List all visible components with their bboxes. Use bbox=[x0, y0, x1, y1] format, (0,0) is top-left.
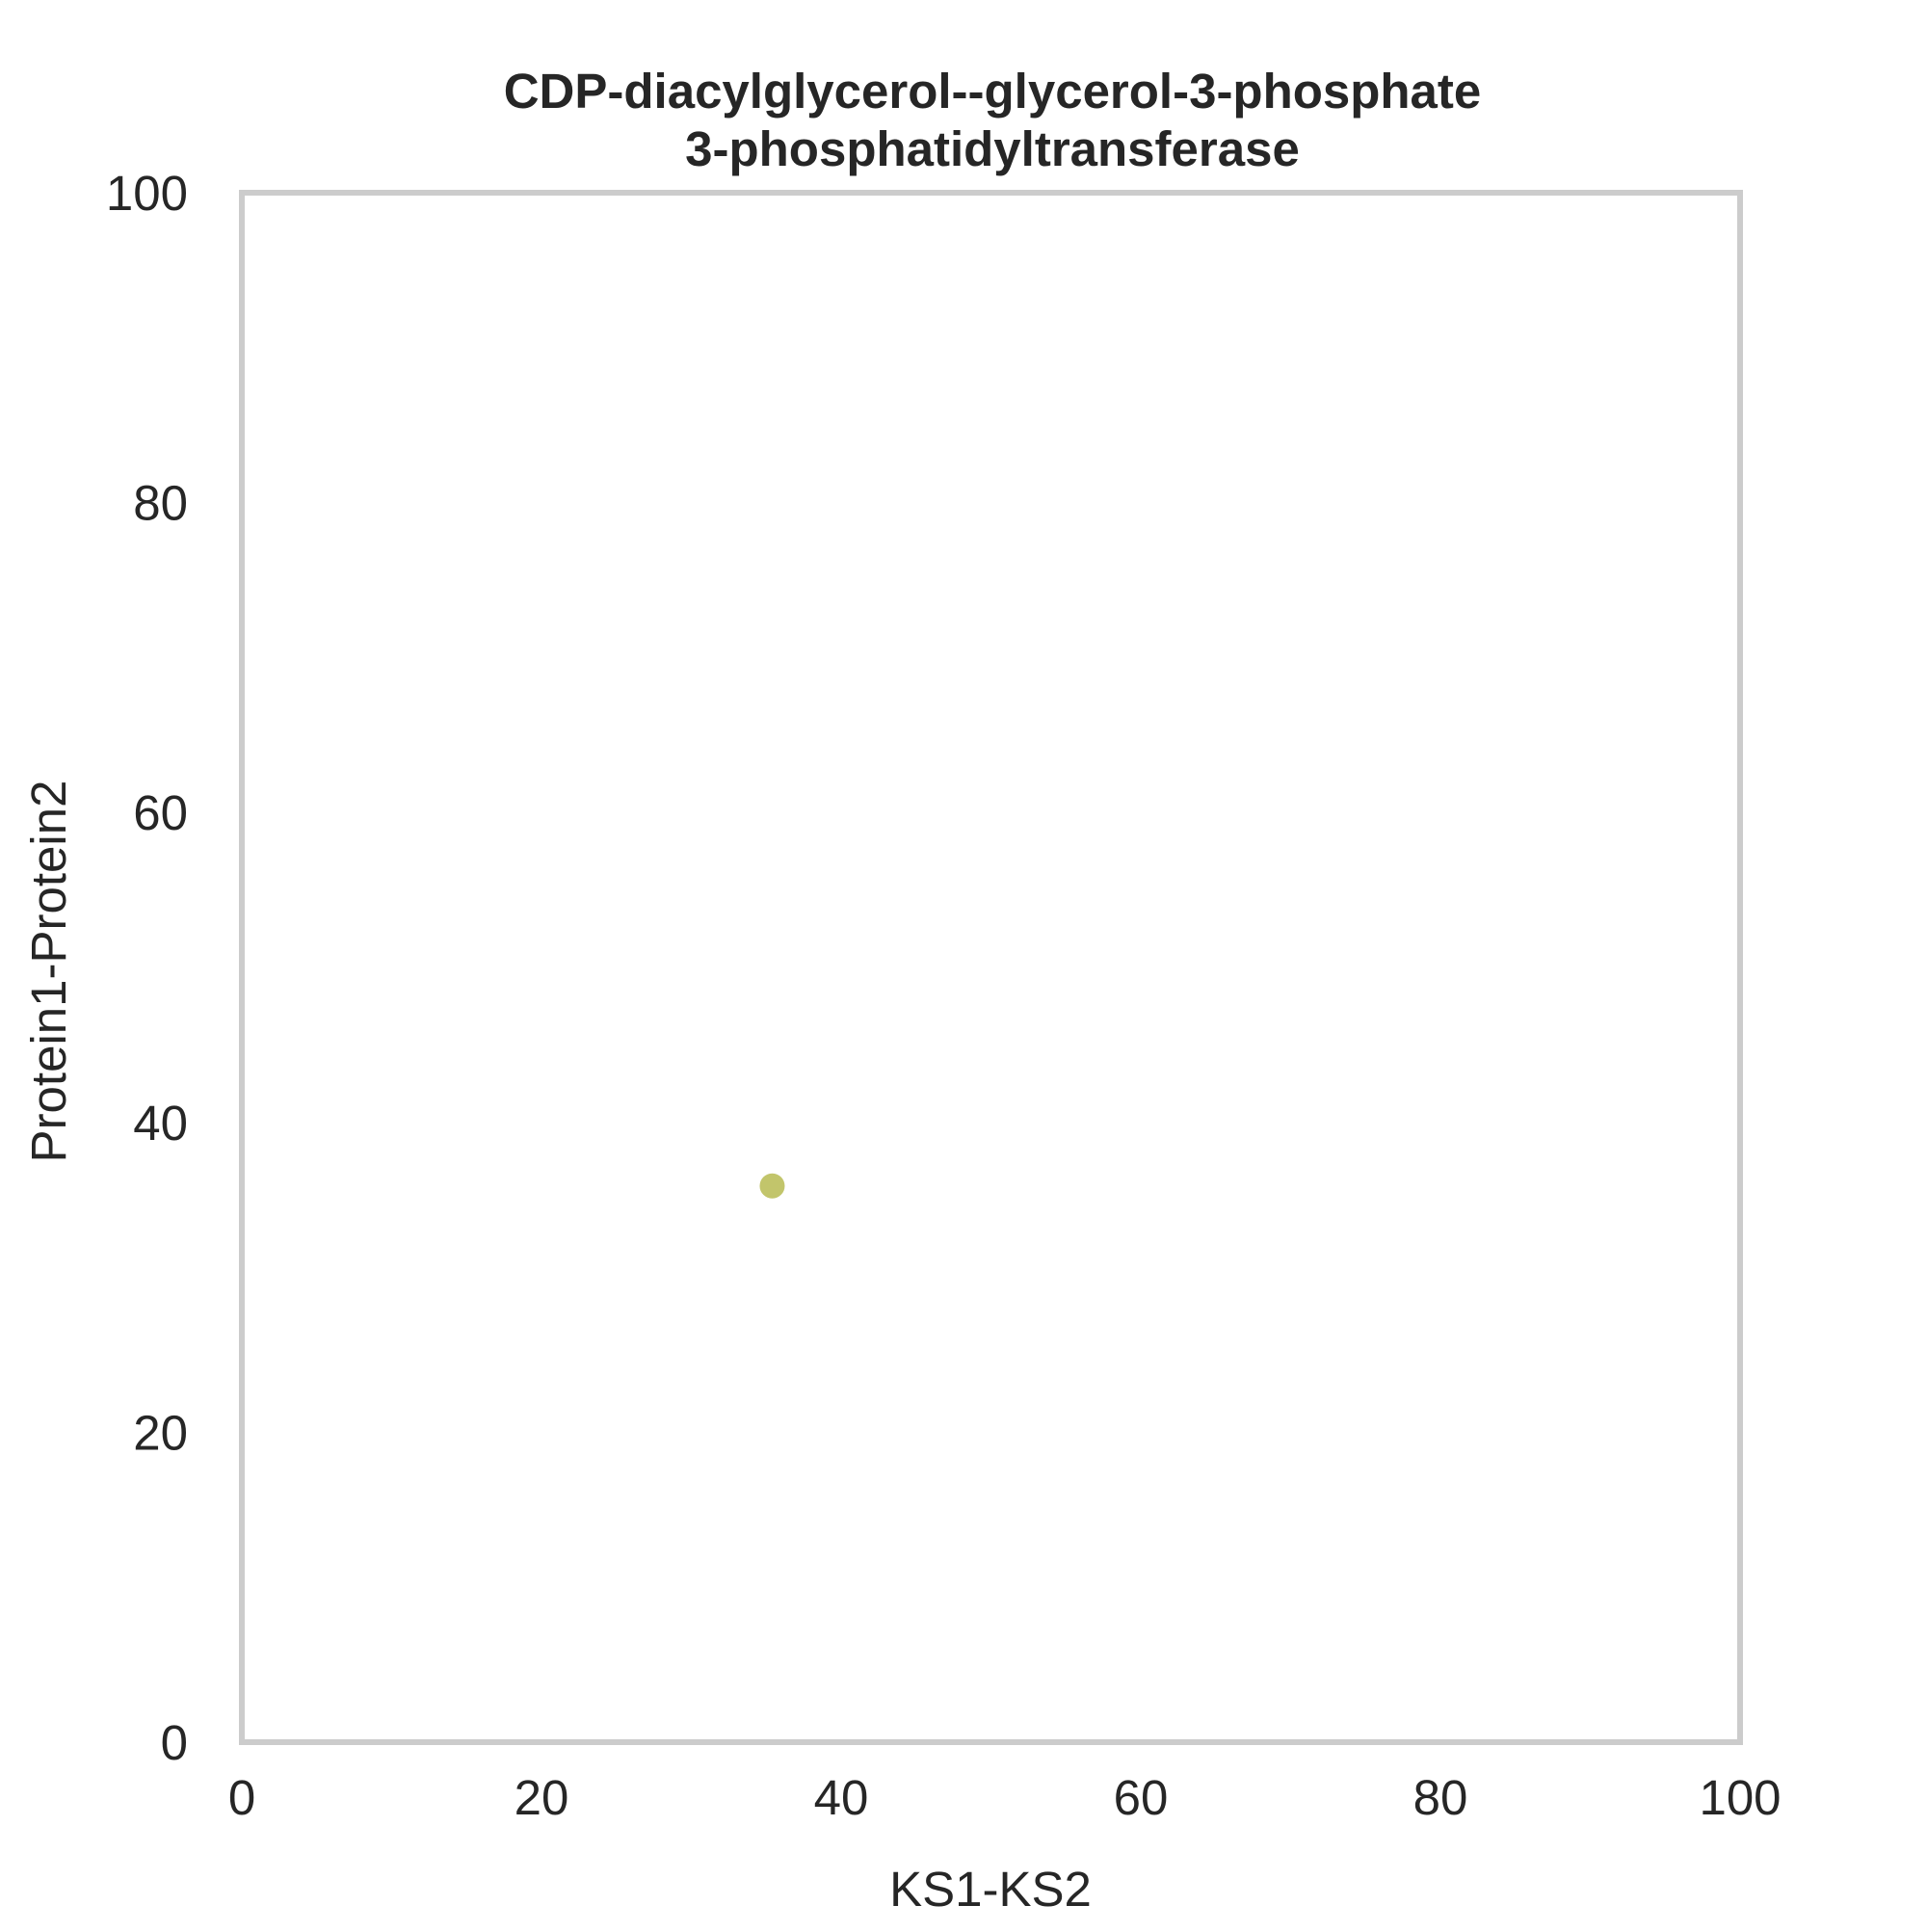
y-tick-label: 60 bbox=[133, 785, 188, 840]
plot-area-frame bbox=[239, 190, 1743, 1745]
x-tick-label: 0 bbox=[228, 1770, 255, 1825]
scatter-points bbox=[759, 1173, 785, 1199]
chart-title-line-2: 3-phosphatidyltransferase bbox=[685, 121, 1300, 176]
y-tick-label: 40 bbox=[133, 1096, 188, 1151]
y-tick-label: 0 bbox=[161, 1715, 188, 1770]
y-tick-label: 20 bbox=[133, 1405, 188, 1460]
x-axis-label: KS1-KS2 bbox=[889, 1862, 1092, 1917]
x-tick-label: 100 bbox=[1699, 1770, 1781, 1825]
x-tick-label: 60 bbox=[1114, 1770, 1169, 1825]
scatter-point bbox=[759, 1173, 785, 1199]
x-tick-label: 40 bbox=[814, 1770, 869, 1825]
chart-title-line-1: CDP-diacylglycerol--glycerol-3-phosphate bbox=[504, 64, 1482, 119]
y-axis-tick-labels: 0 20 40 60 80 100 bbox=[106, 166, 188, 1770]
x-tick-label: 80 bbox=[1413, 1770, 1468, 1825]
x-tick-label: 20 bbox=[515, 1770, 569, 1825]
chart-title: CDP-diacylglycerol--glycerol-3-phosphate… bbox=[504, 64, 1482, 176]
y-tick-label: 100 bbox=[106, 166, 188, 221]
y-axis-label: Protein1-Protein2 bbox=[21, 781, 76, 1163]
y-tick-label: 80 bbox=[133, 476, 188, 531]
x-axis-tick-labels: 0 20 40 60 80 100 bbox=[228, 1770, 1782, 1825]
